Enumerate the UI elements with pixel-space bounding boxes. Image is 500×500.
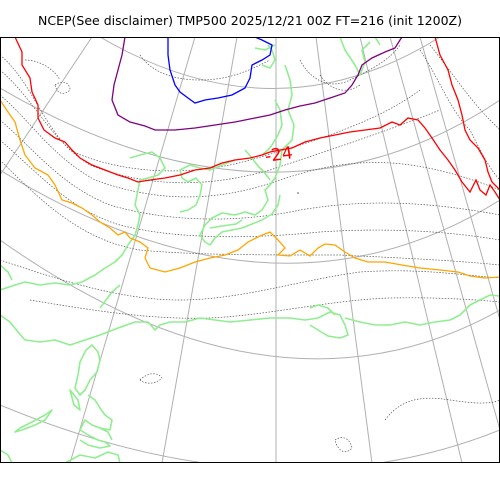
coastline [261, 99, 283, 156]
minor-isotherms [0, 44, 500, 453]
isotherm-red [434, 37, 500, 191]
map-frame: -24 [0, 37, 500, 463]
isotherm-purple [111, 37, 403, 131]
latitude-line [0, 87, 500, 173]
coastline [0, 264, 13, 281]
longitude-line [69, 37, 196, 463]
coastline [0, 449, 13, 463]
latitude-line [0, 239, 500, 360]
graticule [0, 37, 500, 463]
coastline [344, 294, 500, 326]
latitude-line [0, 169, 500, 264]
coastline [74, 344, 101, 396]
coastline [14, 409, 53, 433]
coastline [374, 37, 381, 46]
longitude-line [0, 37, 93, 176]
coastline [261, 44, 276, 69]
longitude-line [389, 37, 500, 431]
map-border [0, 37, 500, 463]
coastline [179, 159, 236, 213]
longitude-line [315, 37, 373, 463]
coastline [99, 427, 113, 441]
coastline [79, 394, 113, 449]
coastline [209, 219, 243, 229]
coastline [339, 37, 371, 76]
map-title: NCEP(See disclaimer) TMP500 2025/12/21 0… [38, 13, 462, 28]
main-isotherms [0, 37, 500, 279]
longitude-line [359, 37, 463, 463]
coastline [64, 451, 121, 463]
coastline [0, 151, 166, 291]
longitude-line [161, 37, 238, 463]
isotherm-orange [0, 99, 500, 279]
isotherm-blue [167, 37, 273, 104]
coastline [0, 311, 349, 346]
marker-dot [297, 192, 299, 194]
coastlines [0, 37, 500, 463]
coastline [69, 389, 81, 411]
coastline [199, 64, 295, 246]
contour-label: -24 [264, 143, 294, 167]
coastline [309, 304, 336, 316]
coastline [99, 284, 121, 309]
latitude-line [0, 404, 500, 463]
latitude-line [99, 37, 441, 89]
coastline [244, 149, 271, 181]
isotherm-red [14, 37, 500, 201]
